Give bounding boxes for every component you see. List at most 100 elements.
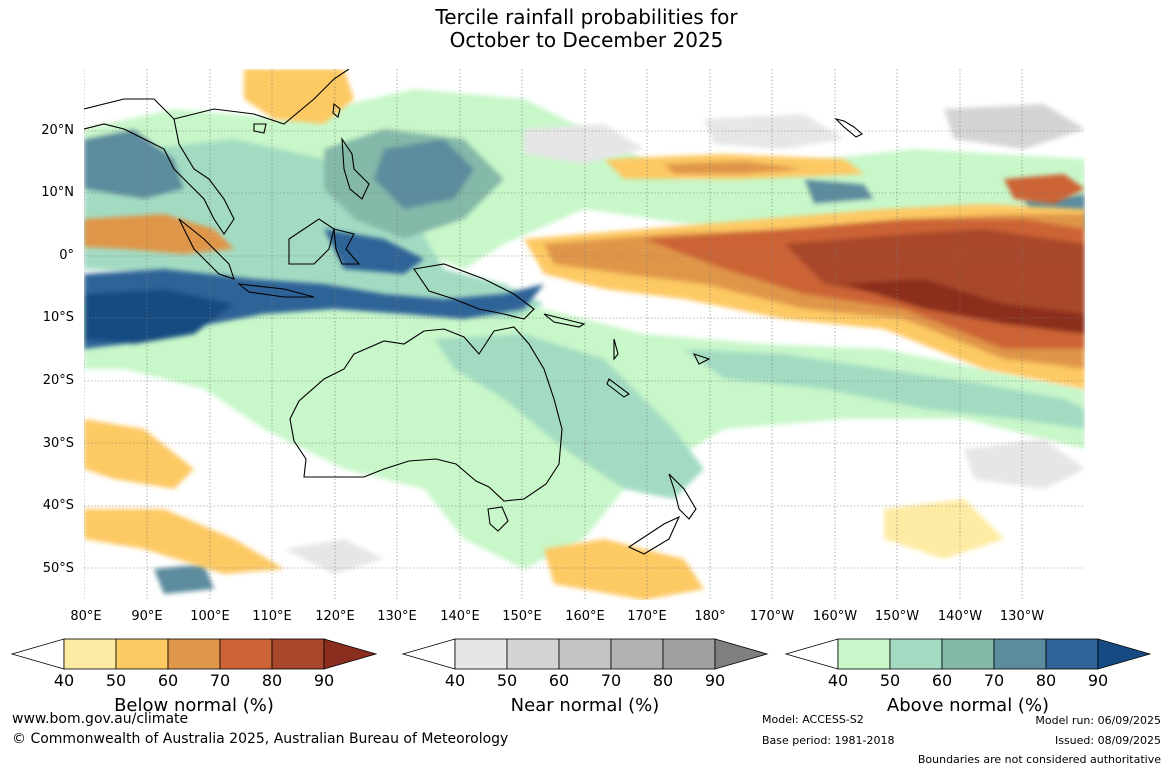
above-tick-60: 60: [931, 671, 953, 690]
lon-label-180: 180°: [694, 609, 726, 624]
lon-label-130e: 130°E: [377, 609, 417, 624]
above-normal-core: [84, 229, 544, 349]
below-normal-colorbar: [10, 638, 378, 670]
lat-label-10n: 10°N: [41, 185, 74, 200]
below-tick-50: 50: [105, 671, 127, 690]
near-swatch-70-80: [610, 638, 664, 670]
model-run-text: Model run: 06/09/2025: [1035, 714, 1161, 727]
below-swatch-40-50: [63, 638, 117, 670]
near-swatch-50-60: [506, 638, 560, 670]
lat-label-0: 0°: [59, 248, 74, 263]
below-swatch-50-60: [115, 638, 169, 670]
near-swatch-60-70: [558, 638, 612, 670]
lat-label-50s: 50°S: [42, 561, 74, 576]
below-swatch-high: [323, 638, 378, 670]
china-coastline: [173, 69, 350, 125]
above-swatch-40-50: [837, 638, 891, 670]
lon-label-170w: 170°W: [749, 609, 795, 624]
lon-label-110e: 110°E: [252, 609, 292, 624]
lon-label-140e: 140°E: [440, 609, 480, 624]
copyright-text: © Commonwealth of Australia 2025, Austra…: [12, 731, 509, 747]
lon-label-90e: 90°E: [131, 609, 163, 624]
lon-label-100e: 100°E: [190, 609, 230, 624]
below-swatch-70-80: [219, 638, 273, 670]
near-normal-title: Near normal (%): [510, 695, 660, 716]
near-tick-70: 70: [600, 671, 622, 690]
lat-label-40s: 40°S: [42, 498, 74, 513]
near-swatch-80-90: [662, 638, 716, 670]
below-tick-60: 60: [157, 671, 179, 690]
above-tick-40: 40: [827, 671, 849, 690]
above-swatch-high: [1097, 638, 1152, 670]
near-tick-90: 90: [704, 671, 726, 690]
near-swatch-low: [401, 638, 456, 670]
lon-label-160e: 160°E: [565, 609, 605, 624]
near-normal-colorbar: [401, 638, 769, 670]
map-title-line1: Tercile rainfall probabilities for: [435, 5, 738, 29]
below-tick-40: 40: [53, 671, 75, 690]
lon-label-160w: 160°W: [812, 609, 858, 624]
near-tick-50: 50: [496, 671, 518, 690]
base-period-text: Base period: 1981-2018: [762, 734, 895, 747]
above-swatch-60-70: [941, 638, 995, 670]
fiji-coastline: [692, 353, 711, 365]
sulawesi-coastline: [333, 228, 361, 265]
hainan-coastline: [253, 123, 267, 134]
solomon-islands-coastline: [543, 313, 586, 328]
new-zealand-south-coastline: [627, 515, 681, 555]
lon-label-170e: 170°E: [627, 609, 667, 624]
tasmania-coastline: [487, 506, 509, 532]
vanuatu-coastline: [613, 338, 619, 361]
near-tick-80: 80: [652, 671, 674, 690]
above-swatch-low: [784, 638, 839, 670]
lon-label-130w: 130°W: [999, 609, 1045, 624]
model-text: Model: ACCESS-S2: [762, 713, 864, 726]
new-caledonia-coastline: [606, 378, 630, 398]
below-normal-title: Below normal (%): [114, 695, 274, 716]
above-tick-80: 80: [1035, 671, 1057, 690]
hawaii-coastline: [834, 117, 863, 138]
lat-label-20n: 20°N: [41, 123, 74, 138]
above-tick-50: 50: [879, 671, 901, 690]
below-tick-80: 80: [261, 671, 283, 690]
above-swatch-80-90: [1045, 638, 1099, 670]
borneo-coastline: [288, 218, 335, 265]
above-swatch-50-60: [889, 638, 943, 670]
below-tick-90: 90: [313, 671, 335, 690]
issued-text: Issued: 08/09/2025: [1054, 734, 1161, 747]
lat-label-30s: 30°S: [42, 436, 74, 451]
lon-label-120e: 120°E: [315, 609, 355, 624]
lon-label-150w: 150°W: [874, 609, 920, 624]
lat-label-10s: 10°S: [42, 310, 74, 325]
rainfall-probability-map: [84, 69, 1085, 600]
near-swatch-high: [714, 638, 769, 670]
above-normal-title: Above normal (%): [886, 695, 1050, 716]
above-normal-colorbar: [784, 638, 1152, 670]
philippines-coastline: [341, 136, 370, 200]
map-title: Tercile rainfall probabilities for Octob…: [0, 6, 1173, 52]
lon-label-150e: 150°E: [502, 609, 542, 624]
below-swatch-60-70: [167, 638, 221, 670]
near-swatch-40-50: [454, 638, 508, 670]
near-tick-60: 60: [548, 671, 570, 690]
near-tick-40: 40: [444, 671, 466, 690]
above-tick-90: 90: [1087, 671, 1109, 690]
java-coastline: [237, 283, 315, 298]
sumatra-coastline: [178, 218, 235, 280]
above-tick-70: 70: [983, 671, 1005, 690]
below-normal-regions: [84, 69, 1085, 600]
new-guinea-coastline: [413, 263, 535, 320]
map-svg: [84, 69, 1085, 600]
disclaimer-text: Boundaries are not considered authoritat…: [917, 753, 1161, 766]
lat-label-20s: 20°S: [42, 373, 74, 388]
new-zealand-coastline: [668, 473, 697, 520]
australia-coastline: [289, 326, 563, 502]
below-swatch-80-90: [271, 638, 325, 670]
coastlines: [84, 69, 863, 555]
taiwan-coastline: [332, 102, 341, 118]
lon-label-80e: 80°E: [70, 609, 102, 624]
website-link[interactable]: www.bom.gov.au/climate: [12, 711, 189, 727]
lon-label-140w: 140°W: [937, 609, 983, 624]
below-tick-70: 70: [209, 671, 231, 690]
near-normal-regions: [284, 104, 1085, 574]
